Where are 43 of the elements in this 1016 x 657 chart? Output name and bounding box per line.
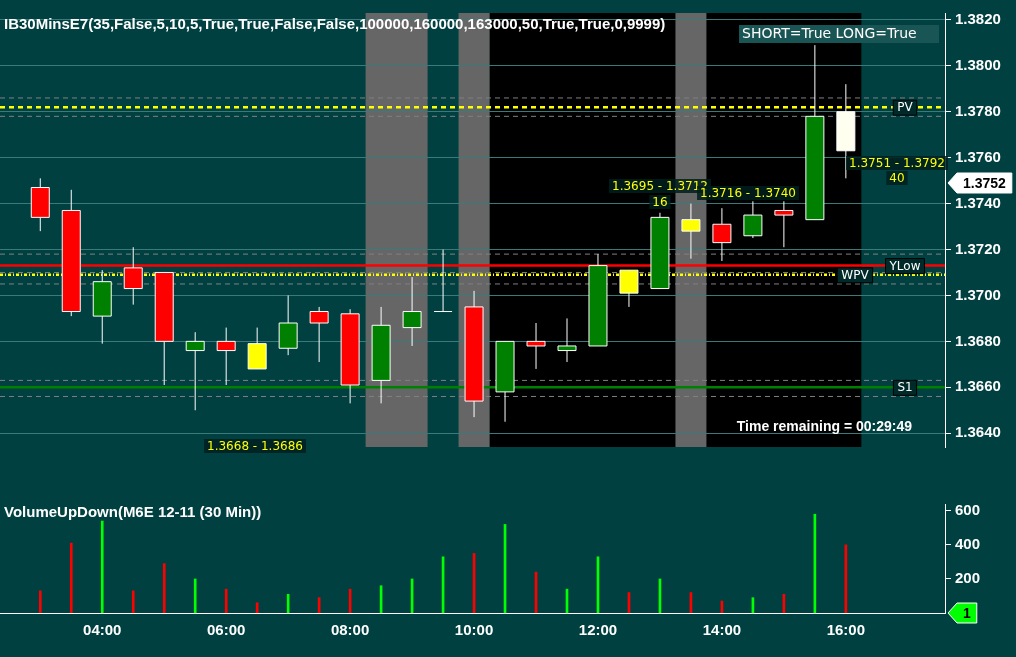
ref-line-label: S1 [897,380,913,395]
chart-title: VolumeUpDown(M6E 12-11 (30 Min)) [4,502,262,520]
x-tick-label: 08:00 [330,621,370,639]
y-tick-label: 200 [955,569,981,587]
y-tick-label: 400 [955,535,981,553]
y-tick-label: 1.3780 [955,101,1001,119]
x-tick-label: 14:00 [702,621,742,639]
x-tick-label: 10:00 [454,621,494,639]
x-tick-label: 16:00 [826,621,866,639]
annotation: Time remaining = 00:29:49 [736,417,913,434]
y-tick-label: 1.3700 [955,285,1001,303]
x-tick-label: 12:00 [578,621,618,639]
y-tick-label: 1.3720 [955,239,1001,257]
bar [69,542,73,613]
y-tick-label: 1.3760 [955,147,1001,165]
bar [100,520,104,613]
x-tick-label: 06:00 [206,621,246,639]
y-tick-label: 1.3820 [955,10,1001,28]
annotation: 1.3716 - 1.3740 [700,186,796,201]
annotation: 1.3668 - 1.3686 [207,439,303,454]
annotation: 40 [889,171,905,186]
bar [131,590,135,613]
y-tick-label: 1.3640 [955,423,1001,441]
x-tick-label: 04:00 [83,621,122,639]
y-tick-label: 1.3680 [955,331,1001,349]
y-tick-label: 1.3660 [955,377,1001,395]
text: 1 [963,604,971,621]
bar [162,563,166,613]
bar [38,590,42,613]
text: 1.3752 [963,174,1007,191]
annotation: SHORT=True LONG=True [742,24,917,41]
ref-line-label: YLow [888,258,921,273]
y-tick-label: 1.3800 [955,55,1001,73]
bar [193,578,197,613]
bar [224,588,228,613]
candlestick [433,249,453,313]
annotation: 1.3751 - 1.3792 [849,156,945,171]
chart-title: IB30MinsE7(35,False,5,10,5,True,True,False,False,100000,160000,163000,50,True,True,0,9999) [4,14,666,32]
y-tick-label: 1.3740 [955,193,1001,211]
annotation: 16 [652,195,668,210]
ref-line-label: PV [897,100,914,115]
ref-line-label: WPV [841,267,870,282]
y-tick-label: 600 [955,500,981,518]
